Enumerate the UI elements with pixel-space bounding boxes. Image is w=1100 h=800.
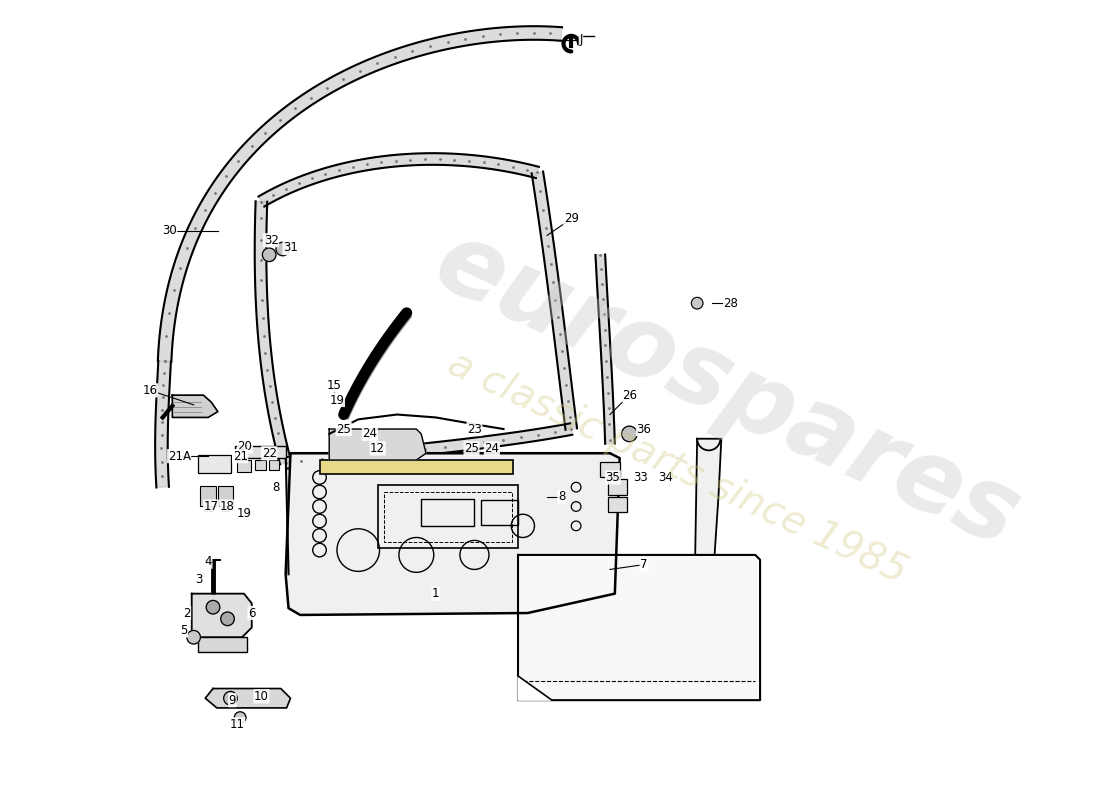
Text: 17: 17: [204, 500, 219, 513]
Polygon shape: [286, 454, 619, 615]
Text: 36: 36: [637, 422, 651, 435]
Polygon shape: [258, 153, 539, 206]
Text: 23: 23: [468, 422, 482, 435]
Polygon shape: [157, 26, 562, 362]
Text: 19: 19: [236, 506, 252, 520]
Text: 3: 3: [195, 573, 202, 586]
Bar: [255, 460, 266, 470]
Polygon shape: [531, 171, 578, 430]
Polygon shape: [173, 395, 218, 418]
Bar: [608, 479, 627, 495]
Bar: [421, 498, 474, 526]
Bar: [218, 486, 233, 506]
Circle shape: [234, 712, 246, 723]
Polygon shape: [518, 555, 760, 700]
Text: 33: 33: [634, 471, 648, 484]
Circle shape: [263, 248, 276, 262]
Text: 25: 25: [337, 422, 351, 435]
Bar: [205, 506, 212, 511]
Polygon shape: [518, 676, 552, 700]
Text: 1: 1: [432, 587, 440, 600]
Bar: [384, 492, 513, 542]
Bar: [235, 446, 286, 458]
Text: 35: 35: [605, 471, 620, 484]
Circle shape: [276, 242, 289, 256]
Text: 6: 6: [248, 606, 255, 619]
Circle shape: [221, 612, 234, 626]
Bar: [608, 497, 627, 512]
Bar: [601, 462, 619, 478]
Text: 22: 22: [262, 446, 277, 460]
Text: 5: 5: [180, 624, 188, 637]
Text: 25: 25: [464, 442, 478, 455]
Polygon shape: [206, 689, 290, 708]
Polygon shape: [255, 202, 292, 465]
Text: 8: 8: [558, 490, 565, 503]
Circle shape: [206, 601, 220, 614]
Polygon shape: [695, 438, 722, 555]
Text: 2: 2: [183, 606, 190, 619]
Text: 29: 29: [564, 213, 579, 226]
Bar: [198, 638, 246, 652]
Text: 7: 7: [640, 558, 648, 571]
Text: J: J: [580, 34, 583, 46]
Polygon shape: [155, 361, 170, 487]
Text: 4: 4: [205, 555, 212, 568]
Text: 32: 32: [264, 234, 278, 246]
Text: 24: 24: [484, 442, 499, 455]
Polygon shape: [191, 594, 252, 638]
Text: 26: 26: [621, 389, 637, 402]
Text: 31: 31: [283, 242, 298, 254]
Bar: [198, 455, 231, 473]
Text: 11: 11: [230, 718, 244, 731]
Text: 21: 21: [232, 450, 248, 462]
Text: 30: 30: [162, 224, 177, 237]
Bar: [270, 460, 279, 470]
Polygon shape: [285, 423, 572, 469]
Bar: [222, 506, 230, 511]
Bar: [377, 486, 518, 548]
Text: 15: 15: [327, 379, 341, 392]
Text: 16: 16: [143, 384, 157, 397]
Polygon shape: [329, 429, 426, 460]
Text: 12: 12: [370, 442, 385, 455]
Text: 19: 19: [330, 394, 344, 406]
Bar: [319, 460, 514, 474]
Text: 21A: 21A: [167, 450, 190, 462]
Text: 8: 8: [273, 481, 279, 494]
Text: eurospares: eurospares: [419, 213, 1033, 568]
Circle shape: [187, 630, 200, 644]
Circle shape: [691, 298, 703, 309]
Bar: [481, 500, 518, 525]
Text: 10: 10: [254, 690, 268, 702]
Text: 34: 34: [658, 471, 672, 484]
Text: 20: 20: [238, 440, 252, 453]
Circle shape: [621, 426, 637, 442]
Bar: [200, 486, 216, 506]
Polygon shape: [595, 254, 615, 444]
Text: 18: 18: [220, 500, 235, 513]
Bar: [238, 460, 251, 472]
Text: 24: 24: [362, 427, 377, 440]
Text: a classic parts since 1985: a classic parts since 1985: [442, 345, 913, 591]
Circle shape: [223, 691, 238, 705]
Text: 28: 28: [724, 297, 738, 310]
Text: 9: 9: [229, 694, 236, 706]
